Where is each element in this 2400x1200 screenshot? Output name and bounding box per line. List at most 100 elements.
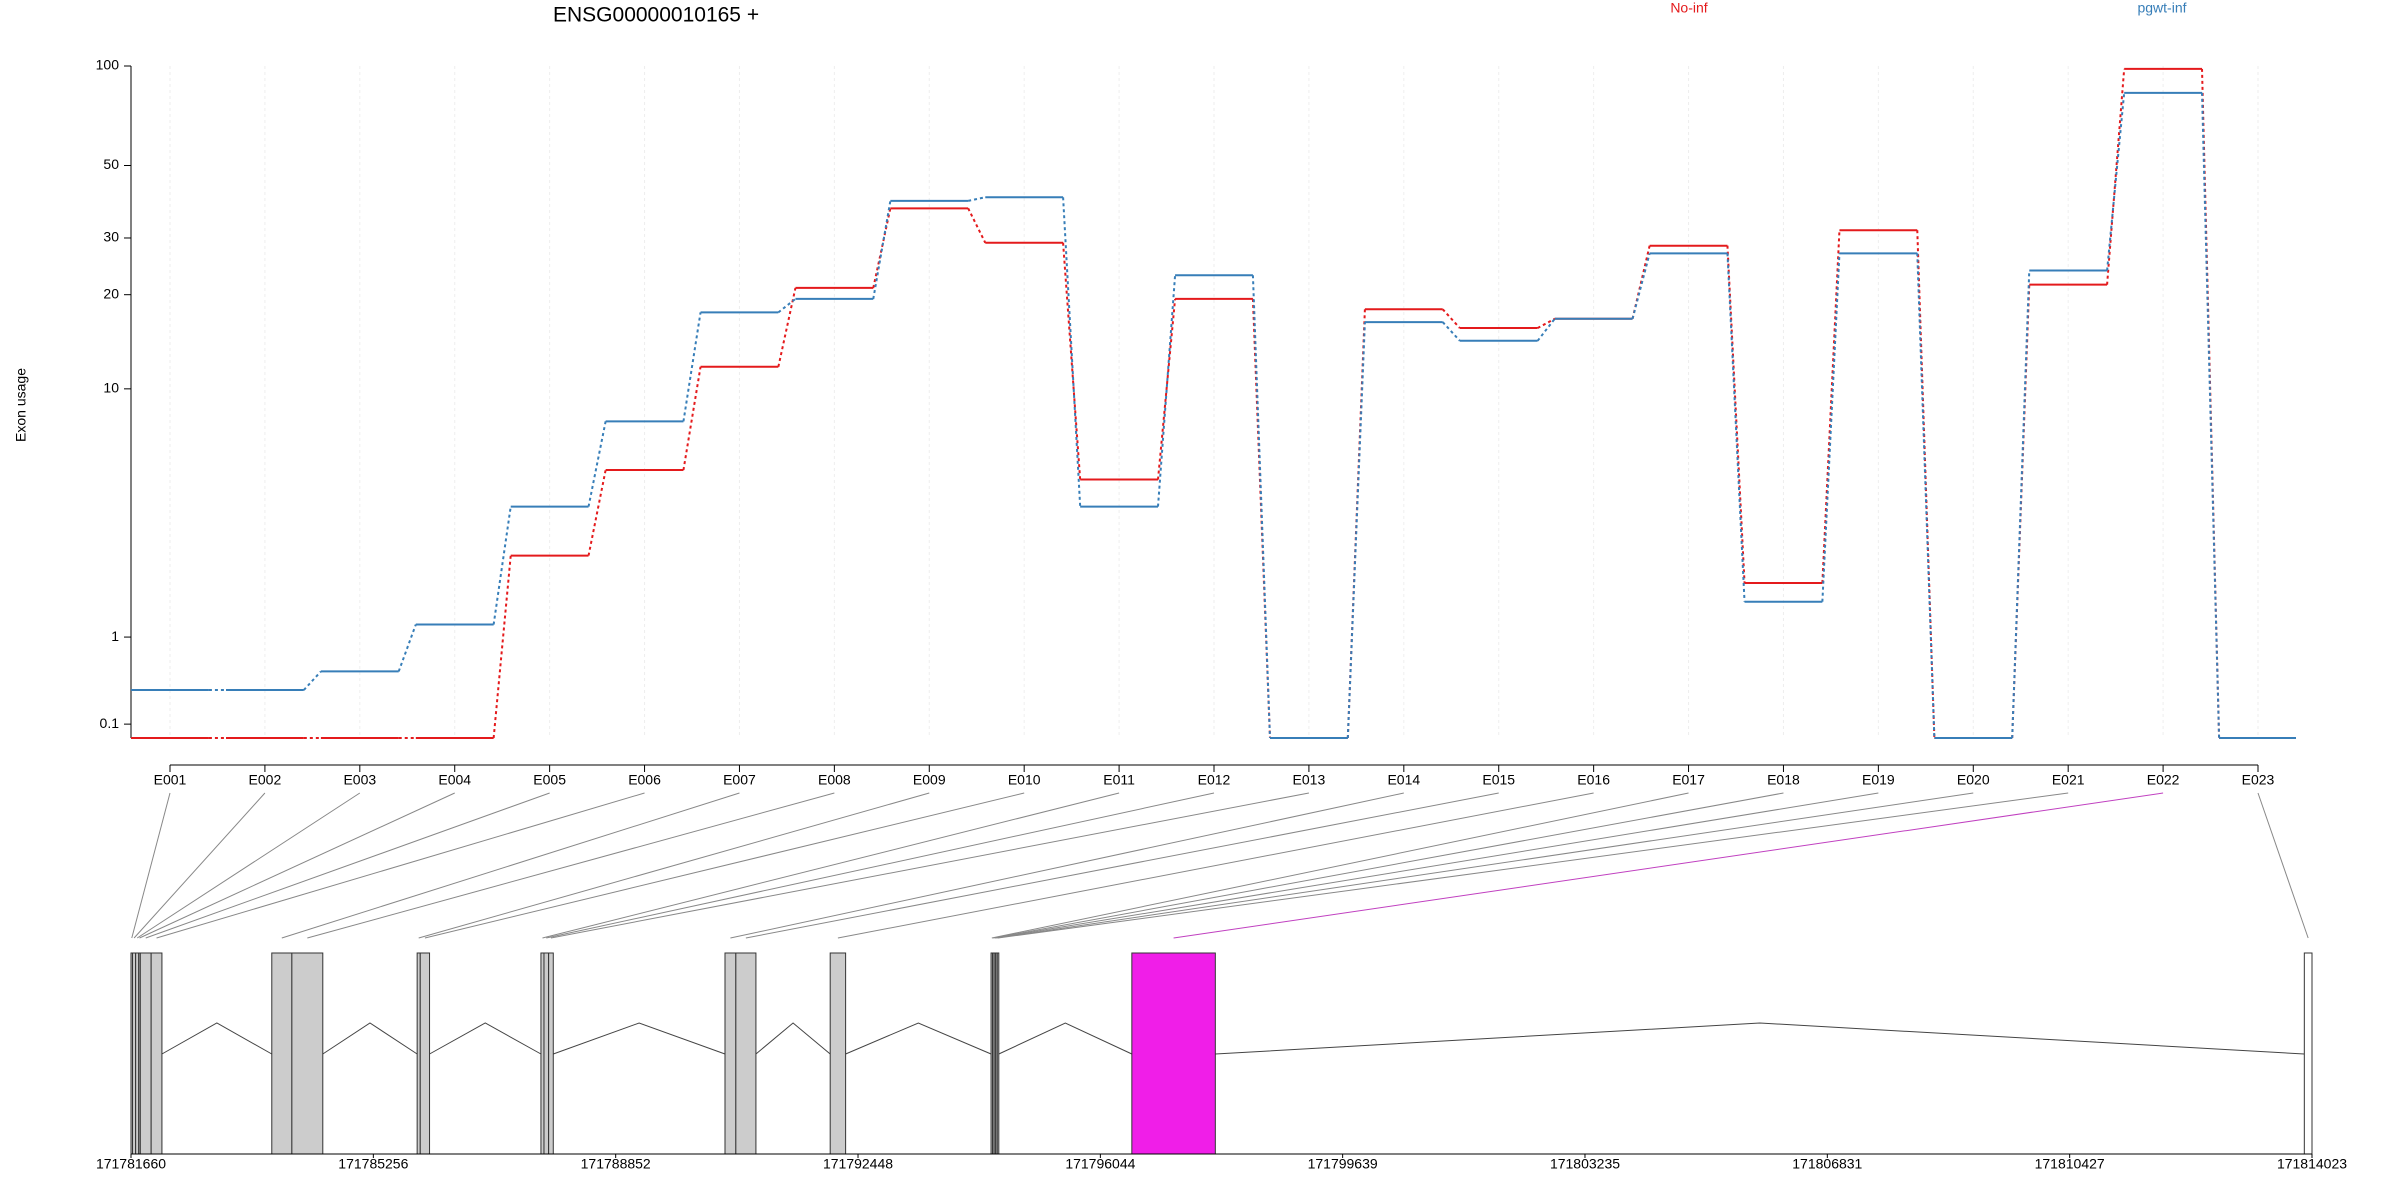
intron bbox=[845, 1022, 992, 1055]
series-connector bbox=[1346, 322, 1366, 739]
x-tick-label: E008 bbox=[818, 772, 851, 788]
series-connector bbox=[682, 312, 702, 422]
intron bbox=[998, 1022, 1133, 1055]
series-connector bbox=[1916, 253, 1936, 739]
exon-connector bbox=[139, 792, 455, 939]
x-tick-label: E013 bbox=[1293, 772, 1326, 788]
exon-connector bbox=[2257, 792, 2309, 939]
exon-connector bbox=[1173, 792, 2164, 939]
y-tick-label: 1 bbox=[111, 628, 119, 644]
exon-connector bbox=[837, 792, 1594, 939]
exon-connector bbox=[281, 792, 740, 939]
genome-tick-label: 171788852 bbox=[581, 1156, 651, 1172]
exon bbox=[735, 952, 757, 1155]
exon-connector bbox=[546, 792, 1215, 939]
series-connector bbox=[2106, 68, 2126, 285]
exon bbox=[548, 952, 554, 1155]
exon-connector bbox=[156, 792, 645, 939]
exon bbox=[150, 952, 163, 1155]
series-connector bbox=[1157, 298, 1177, 480]
x-tick-label: E003 bbox=[343, 772, 376, 788]
intron bbox=[429, 1022, 542, 1055]
legend-label: pgwt-inf bbox=[2137, 0, 2186, 16]
exon-connector bbox=[418, 792, 930, 939]
x-tick-label: E018 bbox=[1767, 772, 1800, 788]
x-tick-label: E006 bbox=[628, 772, 661, 788]
series-connector bbox=[967, 196, 986, 202]
x-tick-label: E020 bbox=[1957, 772, 1990, 788]
exon-connector bbox=[991, 792, 1689, 939]
exon-connector bbox=[307, 792, 835, 939]
series-connector bbox=[1441, 308, 1461, 329]
intron bbox=[755, 1022, 831, 1055]
intron bbox=[1215, 1022, 2305, 1055]
exon bbox=[2303, 952, 2313, 1155]
exon-connector bbox=[993, 792, 1784, 939]
x-tick-label: E021 bbox=[2052, 772, 2085, 788]
series-connector bbox=[2201, 92, 2221, 739]
series-connector bbox=[587, 421, 607, 507]
exon-connector bbox=[542, 792, 1120, 939]
series-connector bbox=[587, 469, 607, 556]
series-connector bbox=[1821, 253, 1841, 602]
exon bbox=[1131, 952, 1216, 1155]
x-tick-label: E011 bbox=[1103, 772, 1135, 788]
y-tick-label: 50 bbox=[103, 156, 119, 172]
series-connector bbox=[492, 555, 512, 739]
x-tick-label: E004 bbox=[438, 772, 471, 788]
legend-label: No-inf bbox=[1670, 0, 1707, 16]
exon bbox=[829, 952, 847, 1155]
series-connector bbox=[1536, 318, 1556, 342]
exon-connector bbox=[145, 792, 550, 939]
y-tick-label: 100 bbox=[96, 57, 120, 73]
x-tick-label: E009 bbox=[913, 772, 946, 788]
exon-connector bbox=[424, 792, 1025, 939]
series-connector bbox=[682, 366, 702, 471]
genome-tick-label: 171781660 bbox=[96, 1156, 166, 1172]
genome-tick-label: 171796044 bbox=[1065, 1156, 1135, 1172]
x-tick-label: E016 bbox=[1577, 772, 1610, 788]
genome-tick-label: 171803235 bbox=[1550, 1156, 1620, 1172]
y-tick-label: 30 bbox=[103, 229, 119, 245]
exon-connector bbox=[997, 792, 2069, 939]
series-connector bbox=[1062, 197, 1082, 507]
genome-tick-label: 171810427 bbox=[2035, 1156, 2105, 1172]
genome-tick-label: 171814023 bbox=[2277, 1156, 2347, 1172]
series-connector bbox=[303, 670, 322, 691]
series-connector bbox=[492, 506, 512, 625]
x-tick-label: E001 bbox=[154, 772, 187, 788]
exon-connector bbox=[136, 792, 361, 939]
x-tick-label: E019 bbox=[1862, 772, 1895, 788]
genome-tick-label: 171792448 bbox=[823, 1156, 893, 1172]
x-tick-label: E017 bbox=[1672, 772, 1705, 788]
x-tick-label: E002 bbox=[249, 772, 282, 788]
y-tick-label: 10 bbox=[103, 380, 119, 396]
exon-connector bbox=[730, 792, 1404, 939]
exon bbox=[543, 952, 550, 1155]
x-tick-label: E023 bbox=[2242, 772, 2275, 788]
intron bbox=[553, 1022, 726, 1055]
series-connector bbox=[1157, 275, 1177, 507]
series-connector bbox=[872, 200, 892, 300]
exon bbox=[139, 952, 152, 1155]
chart-title: ENSG00000010165 + bbox=[553, 4, 759, 27]
series-connector bbox=[2011, 270, 2031, 739]
y-tick-label: 20 bbox=[103, 285, 119, 301]
exon-connector bbox=[131, 792, 171, 939]
series-connector bbox=[1821, 230, 1841, 584]
y-tick-label: 0.1 bbox=[100, 715, 120, 731]
exon-connector bbox=[133, 792, 266, 939]
genome-tick-label: 171806831 bbox=[1792, 1156, 1862, 1172]
series-connector bbox=[777, 298, 797, 314]
series-connector bbox=[397, 624, 417, 672]
genome-tick-label: 171799639 bbox=[1308, 1156, 1378, 1172]
x-tick-label: E010 bbox=[1008, 772, 1041, 788]
x-tick-label: E012 bbox=[1198, 772, 1231, 788]
genome-tick-label: 171785256 bbox=[338, 1156, 408, 1172]
y-axis-label: Exon usage bbox=[13, 368, 29, 442]
exon bbox=[271, 952, 293, 1155]
exon bbox=[724, 952, 737, 1155]
series-connector bbox=[1346, 309, 1366, 739]
exon-connector bbox=[550, 792, 1310, 939]
